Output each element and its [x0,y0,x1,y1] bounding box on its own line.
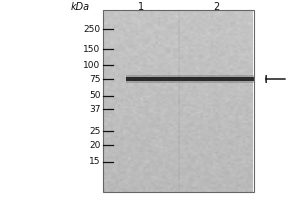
Text: 2: 2 [213,2,219,12]
Text: 37: 37 [89,104,100,114]
Text: 100: 100 [83,60,100,70]
Bar [126,75,254,77]
Text: 15: 15 [89,158,100,166]
Bar [126,77,254,81]
Text: kDa: kDa [71,2,90,12]
Text: 50: 50 [89,92,100,100]
Bar [103,10,254,192]
Text: 1: 1 [138,2,144,12]
Text: 75: 75 [89,74,100,84]
Text: 150: 150 [83,45,100,53]
Bar [126,81,254,83]
Text: 20: 20 [89,140,100,149]
Text: 25: 25 [89,127,100,136]
Text: 250: 250 [83,24,100,33]
